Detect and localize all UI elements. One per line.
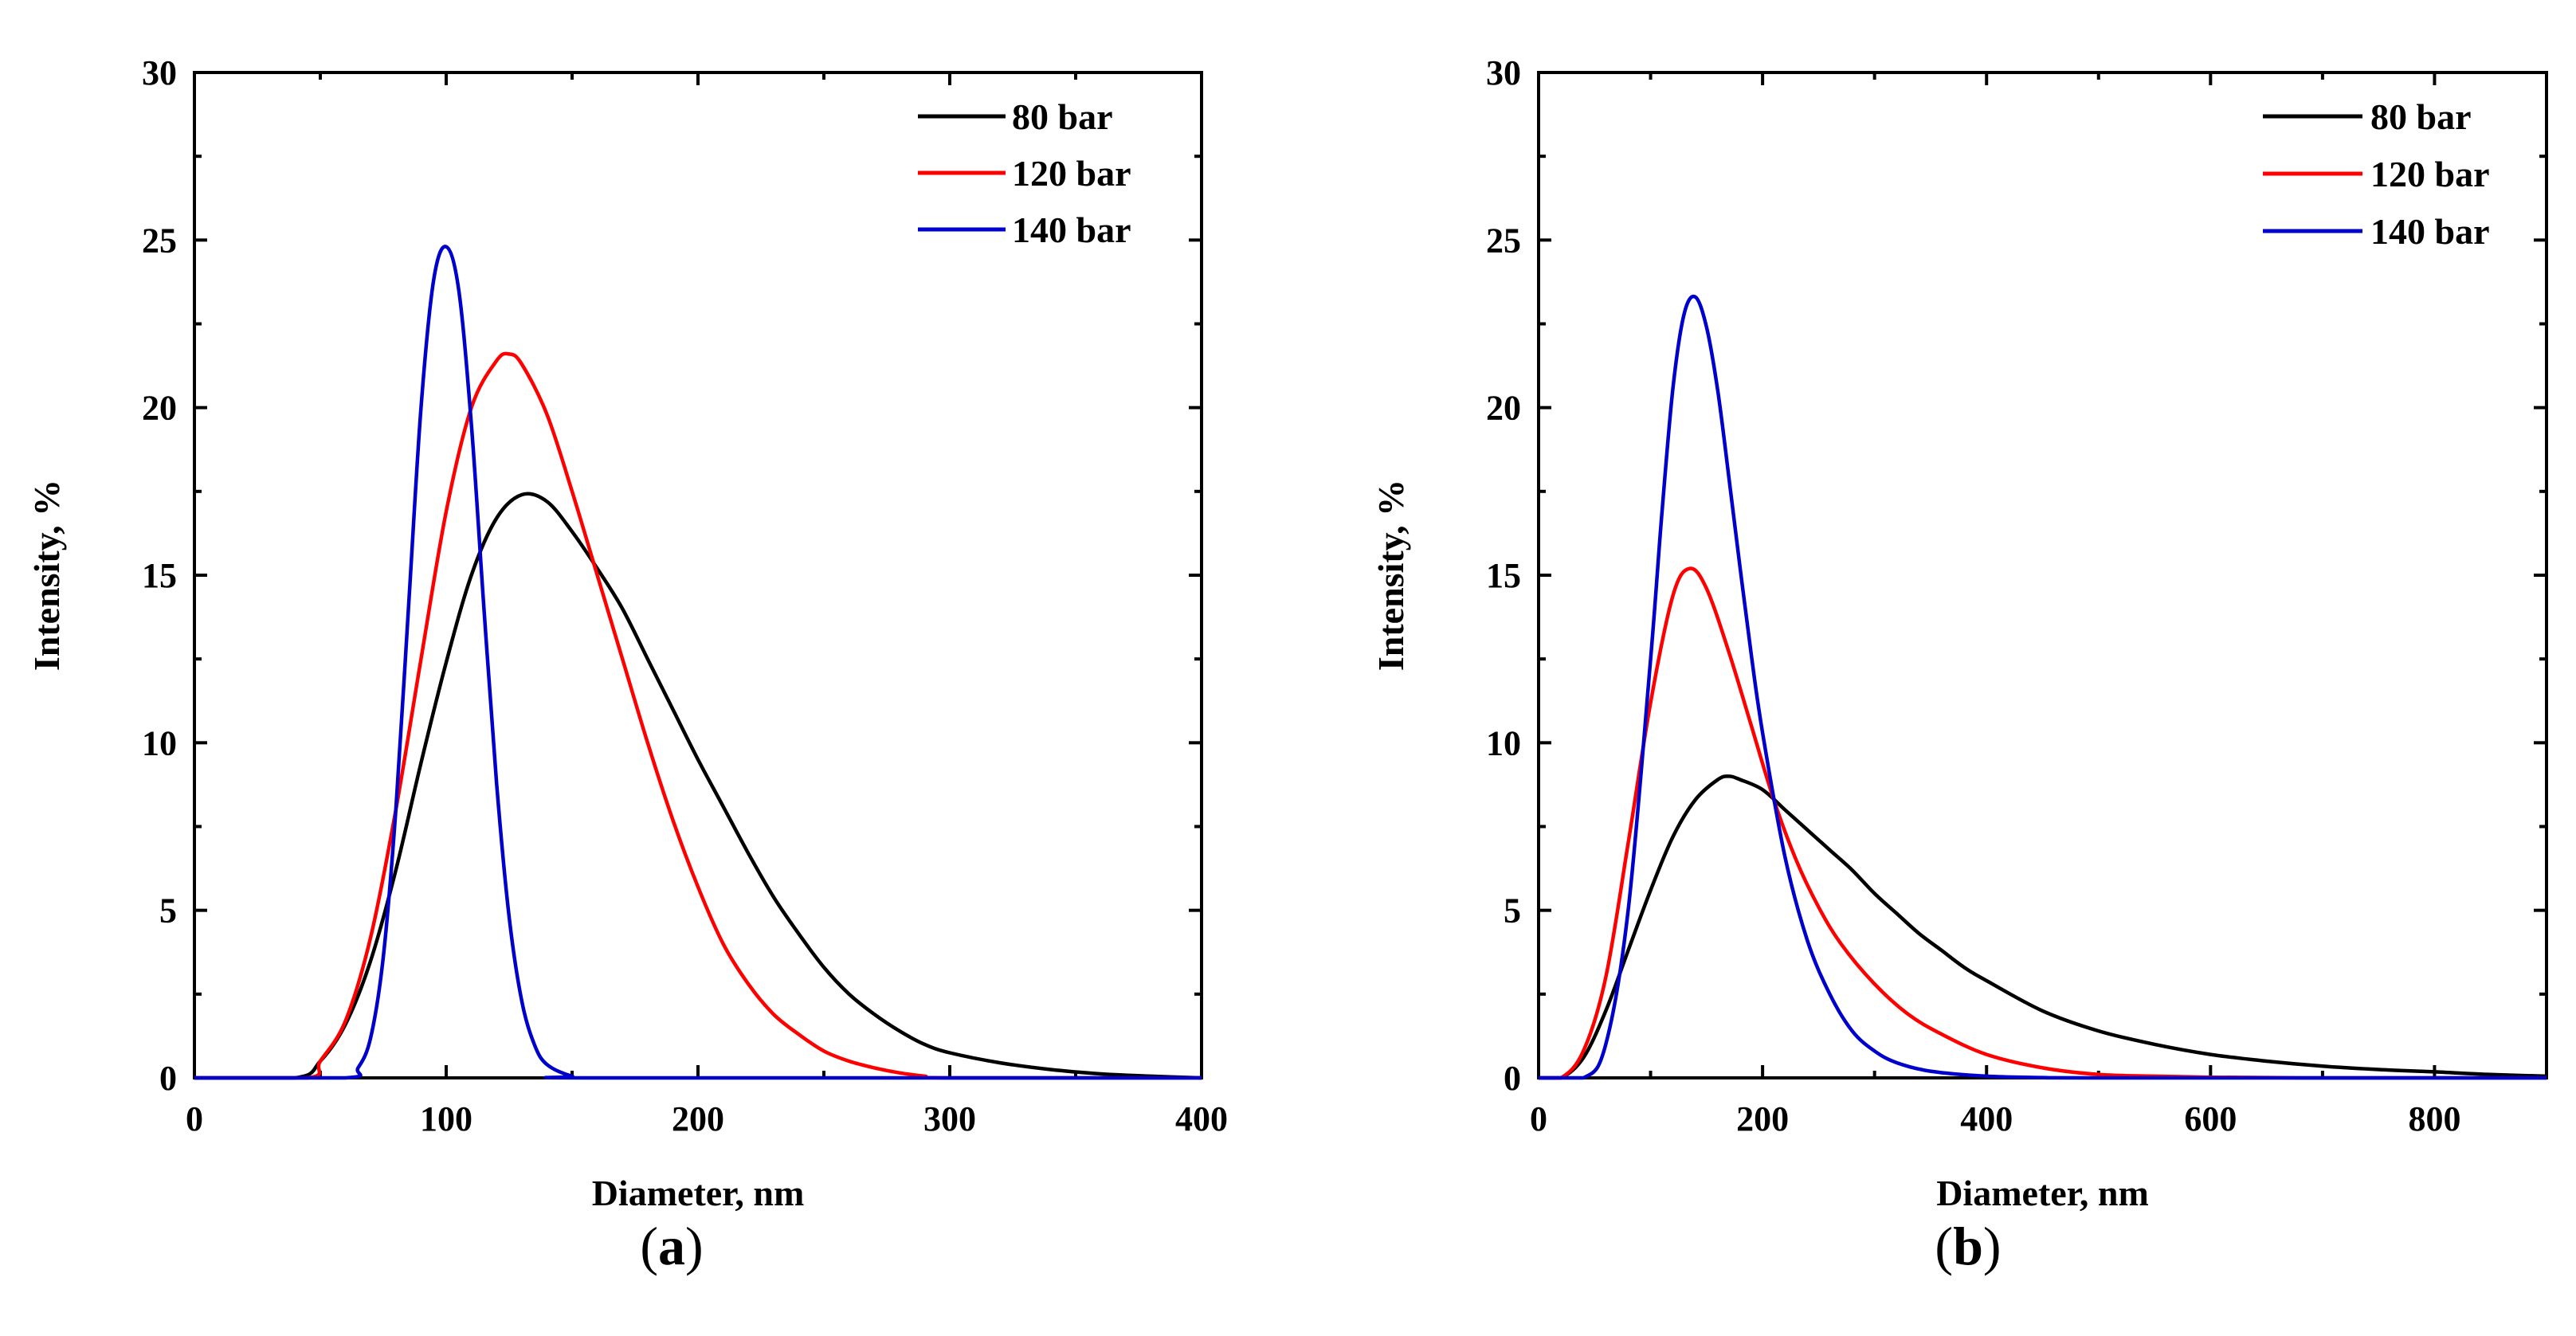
y-tick-label: 0 (1504, 1059, 1521, 1098)
y-tick-label: 30 (1486, 53, 1521, 92)
series-line-140-bar (1538, 294, 2547, 1080)
series-line-140-bar (194, 245, 1202, 1080)
x-tick-label: 0 (186, 1099, 203, 1138)
series-line-80-bar (1538, 774, 2547, 1080)
x-tick-label: 600 (2184, 1099, 2237, 1138)
x-tick-label: 100 (420, 1099, 472, 1138)
chart-panel-a: 0 100 200 300 400 0 5 10 15 20 25 30 Diameter, nm Int… (26, 53, 1228, 1213)
x-axis-label: Diameter, nm (592, 1173, 805, 1213)
y-tick-label: 20 (1486, 389, 1521, 428)
y-axis-label: Intensity, % (1370, 480, 1411, 671)
x-tick-label: 200 (1736, 1099, 1789, 1138)
y-axis-label: Intensity, % (26, 480, 67, 671)
x-tick-label: 800 (2408, 1099, 2460, 1138)
y-tick-label: 20 (142, 389, 177, 428)
y-tick-label: 15 (1486, 556, 1521, 595)
panel-caption-b: (b) (1935, 1216, 2002, 1276)
y-tick-label: 5 (1504, 891, 1521, 930)
x-tick-label: 400 (1960, 1099, 2013, 1138)
x-tick-label: 0 (1530, 1099, 1547, 1138)
series-line-80-bar (194, 492, 1202, 1080)
chart-panel-b: 0 200 400 600 800 0 5 10 15 20 25 30 Diameter, nm Int… (1370, 53, 2548, 1213)
series-line-120-bar (194, 351, 1202, 1080)
legend-label-140-bar: 140 bar (1012, 210, 1131, 250)
x-tick-label: 200 (672, 1099, 724, 1138)
y-tick-label: 10 (1486, 723, 1521, 762)
legend-label-120-bar: 120 bar (1012, 153, 1131, 194)
legend-label-120-bar: 120 bar (2370, 154, 2490, 194)
y-tick-label: 5 (159, 891, 177, 930)
y-tick-label: 30 (142, 53, 177, 92)
series-line-120-bar (1538, 566, 2547, 1080)
x-tick-label: 300 (923, 1099, 976, 1138)
legend-label-80-bar: 80 bar (2370, 96, 2472, 137)
y-tick-label: 0 (159, 1059, 177, 1098)
x-axis-label: Diameter, nm (1936, 1173, 2149, 1213)
x-tick-label: 400 (1175, 1099, 1228, 1138)
legend-label-80-bar: 80 bar (1012, 96, 1113, 137)
y-tick-label: 10 (142, 723, 177, 762)
y-tick-label: 15 (142, 556, 177, 595)
y-tick-label: 25 (1486, 221, 1521, 260)
y-tick-label: 25 (142, 221, 177, 260)
panel-caption-a: (a) (640, 1216, 704, 1276)
legend-label-140-bar: 140 bar (2370, 211, 2490, 252)
